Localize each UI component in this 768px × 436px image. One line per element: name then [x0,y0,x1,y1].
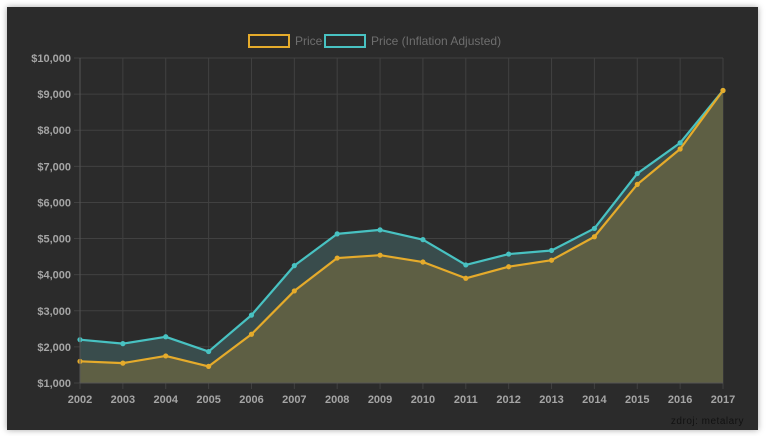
legend[interactable]: Price Price (Inflation Adjusted) [248,34,501,48]
price-point[interactable] [420,259,426,265]
legend-item-inflation-adjusted[interactable]: Price (Inflation Adjusted) [324,34,501,48]
price-line [79,89,724,368]
price-point[interactable] [206,363,212,369]
price-point[interactable] [591,234,598,240]
price-point[interactable] [634,181,640,187]
axes: $1,000 $2,000 $3,000 $4,000 $5,000 $6,000 $7,0… [31,53,735,406]
legend-label: Price [295,34,323,48]
legend-swatch [324,34,366,48]
inflation-adjusted-point[interactable] [463,262,469,268]
x-tick-label: 2002 [68,394,92,406]
inflation-adjusted-point[interactable] [334,231,340,237]
x-tick-label: 2007 [282,394,306,406]
x-tick-label: 2009 [368,394,392,406]
x-tick-label: 2008 [325,394,349,406]
x-tick-label: 2015 [625,394,649,406]
price-point[interactable] [720,87,726,94]
source-credit: zdroj: metalary [670,416,744,427]
y-tick-label: $2,000 [37,342,71,354]
price-point[interactable] [506,264,512,270]
price-chart: $1,000 $2,000 $3,000 $4,000 $5,000 $6,000 $7,0… [31,34,735,406]
x-tick-label: 2011 [454,394,478,406]
inflation-adjusted-point[interactable] [120,341,126,347]
inflation-adjusted-point[interactable] [591,225,598,232]
legend-swatch [248,34,290,48]
y-tick-label: $9,000 [37,89,71,101]
x-tick-label: 2006 [239,394,263,406]
inflation-adjusted-point[interactable] [677,140,683,146]
y-tick-label: $5,000 [37,234,71,246]
inflation-adjusted-point[interactable] [291,263,297,269]
price-point[interactable] [163,353,169,359]
area-fills [80,90,723,383]
inflation-adjusted-point[interactable] [506,251,512,257]
price-point[interactable] [548,257,555,263]
x-tick-label: 2010 [411,394,435,406]
x-tick-label: 2004 [153,394,178,406]
y-tick-label: $7,000 [37,161,71,173]
inflation-adjusted-point[interactable] [634,170,640,177]
y-tick-label: $6,000 [37,197,71,209]
y-tick-label: $4,000 [37,270,71,282]
inflation-adjusted-point[interactable] [206,348,212,355]
price-point[interactable] [120,360,126,366]
chart-panel: $1,000 $2,000 $3,000 $4,000 $5,000 $6,000 $7,0… [7,7,758,430]
inflation-adjusted-line [79,89,724,353]
inflation-adjusted-point[interactable] [248,312,255,318]
x-tick-label: 2013 [539,394,563,406]
x-tick-label: 2012 [496,394,520,406]
legend-item-price[interactable]: Price [248,34,323,48]
inflation-adjusted-point[interactable] [163,334,169,340]
series-lines [79,89,724,368]
price-area-fill [80,90,723,383]
price-point[interactable] [463,275,469,281]
price-point[interactable] [334,255,340,261]
inflation-adjusted-point[interactable] [377,227,383,233]
x-tick-label: 2003 [111,394,135,406]
x-tick-label: 2016 [668,394,692,406]
inflation-adjusted-point[interactable] [420,237,426,243]
price-point[interactable] [248,331,255,337]
price-point[interactable] [291,288,297,294]
y-tick-label: $3,000 [37,306,71,318]
price-point[interactable] [677,146,683,152]
y-tick-label: $1,000 [37,378,71,390]
y-tick-label: $10,000 [31,53,71,65]
y-tick-label: $8,000 [37,125,71,137]
legend-label: Price (Inflation Adjusted) [371,34,501,48]
x-tick-label: 2005 [196,394,220,406]
price-point[interactable] [377,252,383,258]
x-tick-label: 2017 [711,394,735,406]
x-tick-label: 2014 [582,394,607,406]
inflation-adjusted-point[interactable] [548,247,555,254]
